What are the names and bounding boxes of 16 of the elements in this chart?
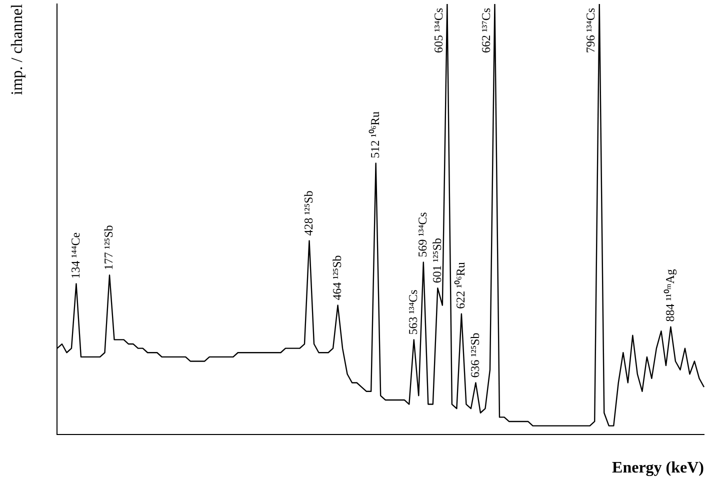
annotation: 605 ¹³⁴Cs [431,8,446,54]
annotation: 601 ¹²⁵Sb [430,238,444,284]
y-axis-title: imp. / channel [8,3,26,96]
annotation: 464 ¹²⁵Sb [330,255,344,300]
annotation: 512 ¹⁰⁶Ru [368,111,382,158]
annotation: 636 ¹²⁵Sb [468,332,482,378]
annotation: 428 ¹²⁵Sb [301,190,316,236]
annotation: 177 ¹²⁵Sb [102,225,116,270]
annotation: 622 ¹⁰⁶Ru [454,262,468,309]
annotation: 569 ¹³⁴Cs [416,212,430,258]
annotation: 563 ¹³⁴Cs [406,289,420,335]
annotation: 884 ¹¹⁰ᵐAg [662,269,677,322]
x-axis-title: Energy (keV) [612,460,704,477]
annotation: 662 ¹³⁷Cs [478,8,493,54]
annotation: 134 ¹⁴⁴Ce [68,232,82,279]
annotation: 796 ¹³⁴Cs [584,8,598,54]
